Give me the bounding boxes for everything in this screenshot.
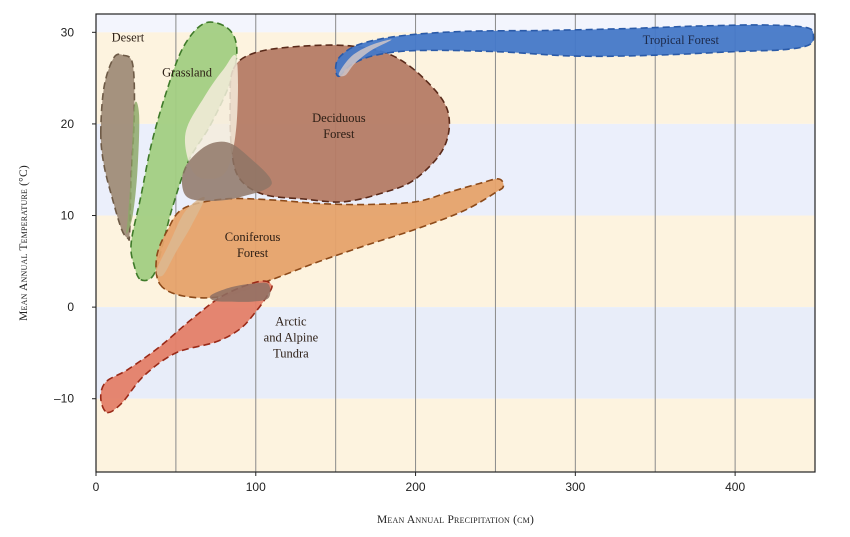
biome-region-arctic-and-alpine-tundra <box>99 280 273 414</box>
y-tick-label-0: 0 <box>67 300 74 314</box>
y-tick-label-30: 30 <box>61 25 75 39</box>
y-tick-label-20: 20 <box>61 117 75 131</box>
biome-labels: Desert Grassland Deciduous Forest Coniferous… <box>112 30 720 360</box>
biome-region-tropical-forest <box>334 24 815 78</box>
transition-blend-2 <box>181 141 272 201</box>
biome-label-grassland: Grassland <box>162 65 213 79</box>
biome-regions <box>99 21 815 414</box>
biome-label-deciduous-forest: Deciduous Forest <box>312 111 366 141</box>
y-axis-title: Mean Annual Temperature (°C) <box>18 165 30 321</box>
biome-transition-blends <box>126 39 392 302</box>
x-tick-label-400: 400 <box>725 480 745 494</box>
x-tick-label-200: 200 <box>406 480 426 494</box>
x-tick-label-100: 100 <box>246 480 266 494</box>
y-tick-label-10: 10 <box>61 209 75 223</box>
biome-region-grassland <box>130 21 238 282</box>
biome-label-arctic-and-alpine-tundra: Arctic and Alpine Tundra <box>264 314 319 360</box>
background-band-5 <box>96 398 815 472</box>
x-tick-label-0: 0 <box>93 480 100 494</box>
biome-label-coniferous-forest: Coniferous Forest <box>225 230 281 260</box>
plot-frame <box>95 13 816 473</box>
x-axis-title: Mean Annual Precipitation (cm) <box>377 514 534 526</box>
y-axis-ticks: 30 20 10 0 –10 <box>54 25 96 406</box>
biome-region-desert <box>99 53 136 241</box>
biome-region-coniferous-forest <box>155 178 505 299</box>
y-tick-label--10: –10 <box>54 392 74 406</box>
transition-blend-4 <box>338 39 392 77</box>
transition-blend-3 <box>209 282 271 302</box>
biome-label-desert: Desert <box>112 30 145 44</box>
transition-blend-5 <box>126 101 140 234</box>
biome-label-tropical-forest: Tropical Forest <box>643 33 720 47</box>
transition-blend-1 <box>156 196 205 277</box>
x-tick-label-300: 300 <box>565 480 585 494</box>
x-axis-ticks: 0 100 200 300 400 <box>93 472 745 494</box>
